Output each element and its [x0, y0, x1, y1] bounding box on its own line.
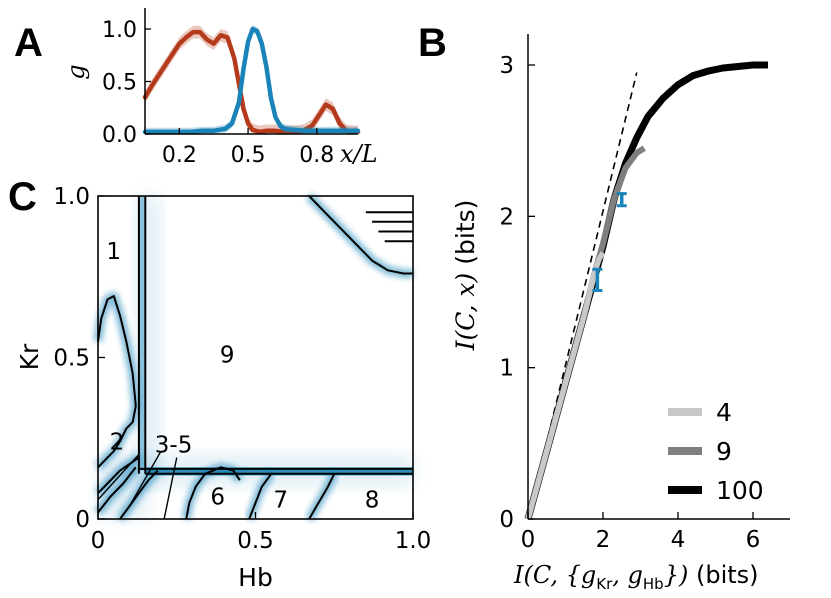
panel-c-chart: 0 0.5 1.0 0 0.5 1.0 1 2 3-5 6 7 8 9 Hb Kr: [15, 184, 431, 592]
x-tick-label: 1.0: [395, 528, 432, 554]
series-line-hb: [142, 26, 361, 135]
panel-c-label: C: [8, 175, 37, 219]
panel-a-label: A: [14, 21, 43, 65]
y-tick-label: 0.5: [102, 71, 137, 96]
x-tick-label: 0.8: [299, 143, 334, 168]
y-tick-label: 3: [499, 53, 514, 79]
series-line-kr: [142, 29, 361, 135]
y-tick-label: 1.0: [102, 18, 137, 43]
region-label: 8: [365, 488, 380, 514]
region-boundary: [308, 195, 413, 275]
region-label: 3-5: [155, 433, 193, 459]
region-boundary: [97, 466, 137, 514]
legend-label-4: 4: [716, 398, 732, 427]
y-axis-label-math: I(C, x): [451, 265, 480, 352]
x-axis-label: I(C, {gKr, gHb}) (bits): [513, 561, 759, 593]
label-pointer: [97, 453, 140, 501]
heat-band: [138, 196, 146, 471]
region-label: 7: [273, 488, 288, 514]
region-label: 1: [106, 239, 121, 265]
x-tick-label: 0.5: [237, 528, 274, 554]
label-pointer: [128, 450, 162, 507]
label-pointer: [163, 457, 178, 520]
x-tick-label: 0: [521, 527, 536, 553]
region-boundary: [119, 469, 159, 520]
y-tick-label: 0.0: [102, 123, 137, 148]
heat-band: [145, 467, 413, 476]
x-axis-label-part: }): [664, 561, 696, 589]
x-tick-label: 2: [596, 527, 611, 553]
y-tick-label: 2: [499, 204, 514, 230]
series-band-kr: [145, 25, 358, 134]
panel-b-label: B: [418, 21, 447, 65]
y-tick-label: 0: [499, 507, 514, 533]
x-axis-label-part: , g: [612, 561, 643, 589]
series-line-4: [525, 251, 606, 520]
x-axis-label-part: I(C, {g: [513, 561, 596, 589]
region-boundary: [97, 295, 137, 469]
x-tick-label: 0: [91, 528, 106, 554]
region-label: 9: [220, 342, 235, 368]
x-tick-label: 6: [746, 527, 761, 553]
y-axis-label-unit: (bits): [451, 200, 480, 265]
x-tick-label: 0.5: [231, 143, 266, 168]
legend-label-100: 100: [716, 476, 764, 505]
y-tick-label: 0.5: [53, 346, 90, 372]
y-axis-label-group: I(C, x) (bits): [451, 200, 480, 352]
x-axis-label-part: Hb: [643, 575, 664, 593]
panel-a-chart: 0.0 0.5 1.0 0.2 0.5 0.8 g x/L: [62, 8, 378, 168]
y-tick-label: 1.0: [53, 184, 90, 210]
y-tick-label: 1: [499, 356, 514, 382]
legend-label-9: 9: [716, 437, 732, 466]
region-label: 2: [110, 429, 125, 455]
series-line-100: [524, 61, 768, 520]
y-axis-label: Kr: [15, 343, 44, 370]
y-tick-label: 0: [75, 507, 90, 533]
x-axis-label: Hb: [238, 563, 273, 592]
x-tick-label: 4: [671, 527, 686, 553]
region-boundary: [308, 473, 336, 520]
region-boundary: [248, 473, 273, 520]
x-tick-label: 0.2: [162, 143, 197, 168]
y-axis-label: g: [62, 64, 90, 79]
x-axis-label-part: Kr: [596, 575, 613, 593]
y-axis-label: I(C, x) (bits): [451, 200, 480, 352]
x-axis-label: x/L: [340, 140, 378, 168]
region-boundary: [185, 466, 241, 520]
x-axis-label-part: (bits): [696, 561, 759, 589]
region-label: 6: [210, 484, 225, 510]
